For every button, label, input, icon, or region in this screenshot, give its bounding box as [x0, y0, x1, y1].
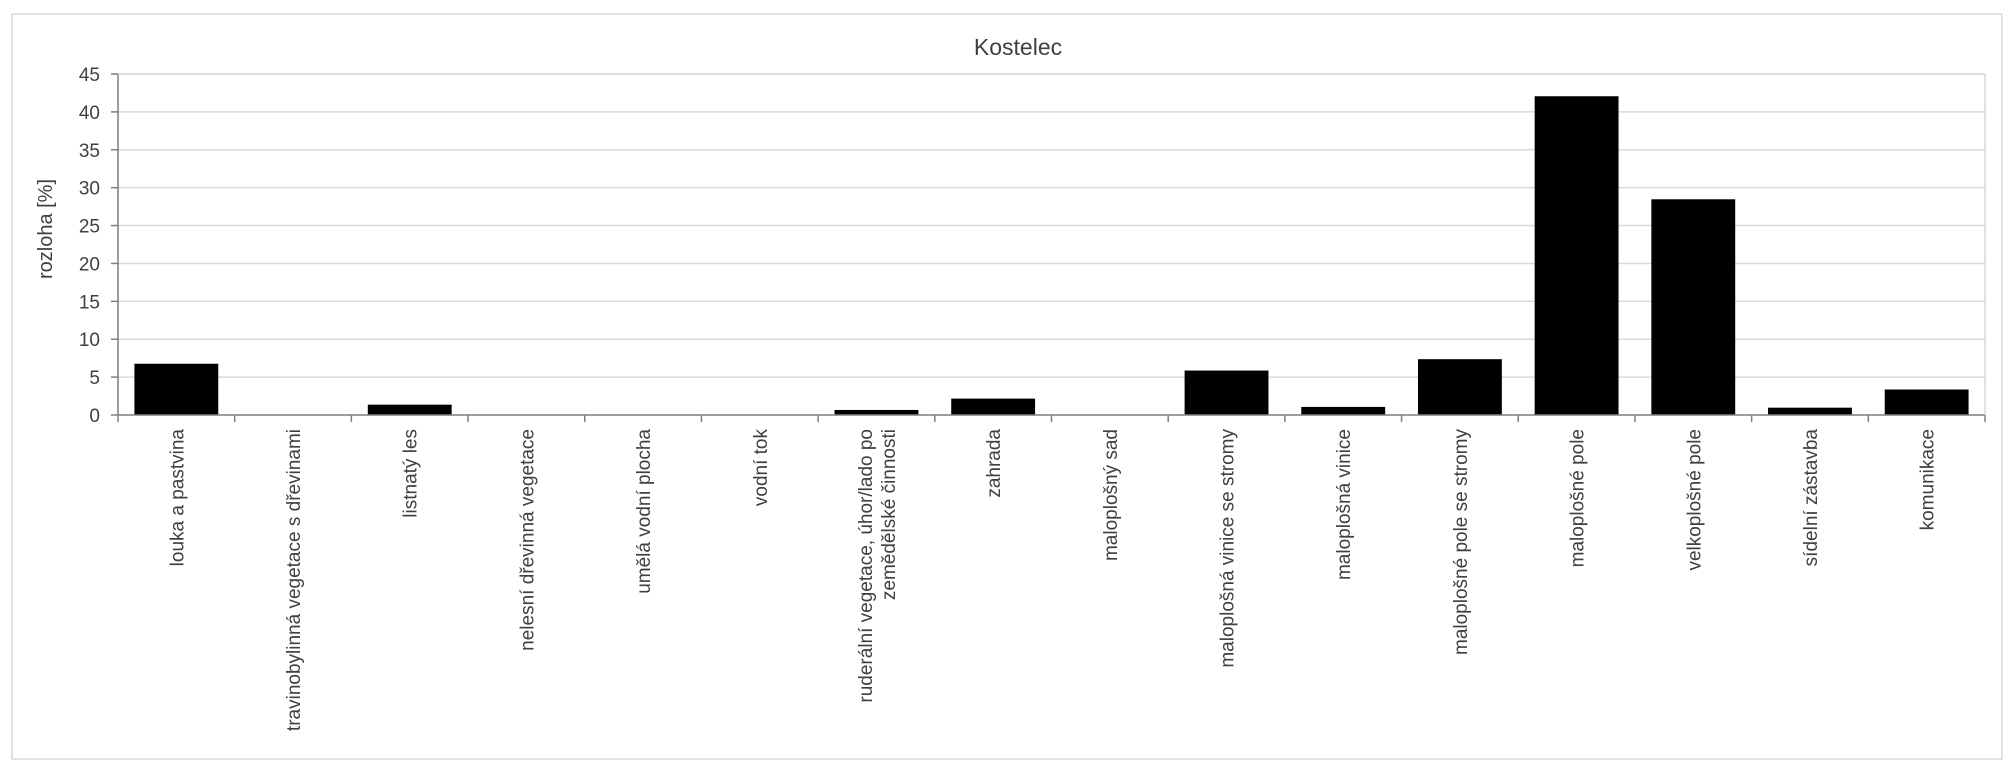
x-tick-label-line: maloplošná vinice se stromy [1218, 429, 1239, 668]
y-tick-label: 10 [79, 330, 100, 351]
bar [1184, 370, 1269, 416]
chart-title: Kostelec [974, 34, 1062, 60]
x-tick-label-line: travinobylinná vegetace s dřevinami [284, 429, 305, 731]
x-tick-label-line: sídelní zástavba [1801, 429, 1822, 567]
y-tick-label: 0 [89, 406, 100, 427]
x-tick-label-line: maloplošná vinice [1334, 429, 1355, 580]
x-tick-label: zahrada [984, 429, 1005, 498]
x-tick-label-line: ruderální vegetace, úhor/lado po [856, 429, 877, 703]
x-tick-label: sídelní zástavba [1801, 429, 1822, 567]
x-tick-label-line: listnatý les [401, 429, 422, 518]
x-tick-label: maloplošné pole se stromy [1451, 429, 1472, 655]
bar [134, 363, 219, 416]
bar [1651, 199, 1736, 416]
y-tick-label: 40 [79, 103, 100, 124]
x-tick-label: velkoplošné pole [1684, 429, 1705, 571]
x-tick-label-line: maloplošné pole se stromy [1451, 429, 1472, 655]
y-tick-label: 45 [79, 65, 100, 86]
bar [1301, 406, 1386, 416]
x-tick-label-line: louka a pastvina [167, 429, 188, 567]
y-tick-labels: 0 5 10 15 20 25 30 35 40 45 [79, 65, 100, 427]
y-tick-label: 30 [79, 179, 100, 200]
x-tick-label: maloplošný sad [1101, 429, 1122, 561]
x-tick-label: maloplošná vinice se stromy [1218, 429, 1239, 668]
bar [1884, 389, 1969, 416]
x-tick-label-line: zahrada [984, 429, 1005, 498]
x-tick-label-line: maloplošný sad [1101, 429, 1122, 561]
x-tick-label-line: velkoplošné pole [1684, 429, 1705, 571]
x-tick-label: travinobylinná vegetace s dřevinami [284, 429, 305, 731]
x-tick-label-line: maloplošné pole [1568, 429, 1589, 567]
bar [367, 404, 452, 416]
x-tick-label: louka a pastvina [167, 429, 188, 567]
bar [1768, 407, 1852, 416]
x-tick-label-line: vodní tok [751, 429, 772, 507]
x-tick-label-line: komunikace [1918, 429, 1939, 530]
y-axis-title: rozloha [%] [35, 179, 57, 279]
x-tick-label: umělá vodní plocha [634, 429, 655, 594]
x-tick-label: komunikace [1918, 429, 1939, 530]
y-tick-label: 15 [79, 292, 100, 313]
bar [951, 398, 1036, 416]
bar [1417, 359, 1502, 416]
x-tick-label: listnatý les [401, 429, 422, 518]
x-tick-label: nelesní dřevinná vegetace [517, 429, 538, 651]
y-tick-label: 25 [79, 217, 100, 238]
x-tick-label: maloplošná vinice [1334, 429, 1355, 580]
x-tick-label-line: umělá vodní plocha [634, 429, 655, 594]
axes [111, 73, 1986, 422]
x-tick-label: vodní tok [751, 429, 772, 507]
bars [134, 96, 1969, 416]
x-tick-label-line: zemědělské činnosti [879, 429, 900, 600]
y-tick-label: 20 [79, 254, 100, 275]
x-tick-label-line: nelesní dřevinná vegetace [517, 429, 538, 651]
x-tick-labels: louka a pastvina travinobylinná vegetace … [167, 429, 1938, 732]
x-tick-label: ruderální vegetace, úhor/lado po zeměděls… [856, 429, 900, 703]
y-tick-label: 5 [89, 368, 100, 389]
y-tick-label: 35 [79, 141, 100, 162]
bar [1534, 96, 1619, 416]
x-tick-label: maloplošné pole [1568, 429, 1589, 567]
